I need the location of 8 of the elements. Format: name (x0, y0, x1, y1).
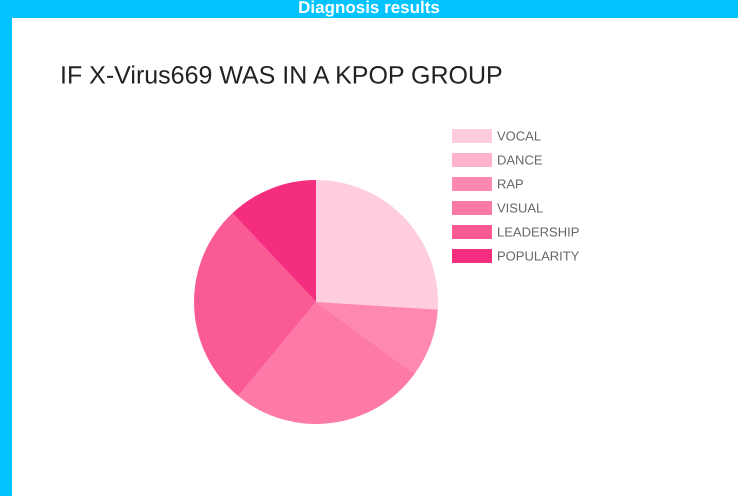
legend-label: POPULARITY (497, 248, 580, 264)
legend-label: LEADERSHIP (497, 224, 580, 240)
legend-label: VISUAL (497, 200, 544, 216)
legend-label: VOCAL (497, 128, 542, 144)
chart-title: IF X-Virus669 WAS IN A KPOP GROUP (60, 62, 503, 90)
legend-label: RAP (497, 176, 524, 192)
legend-label: DANCE (497, 152, 543, 168)
text: Diagnosis results (0, 0, 738, 18)
